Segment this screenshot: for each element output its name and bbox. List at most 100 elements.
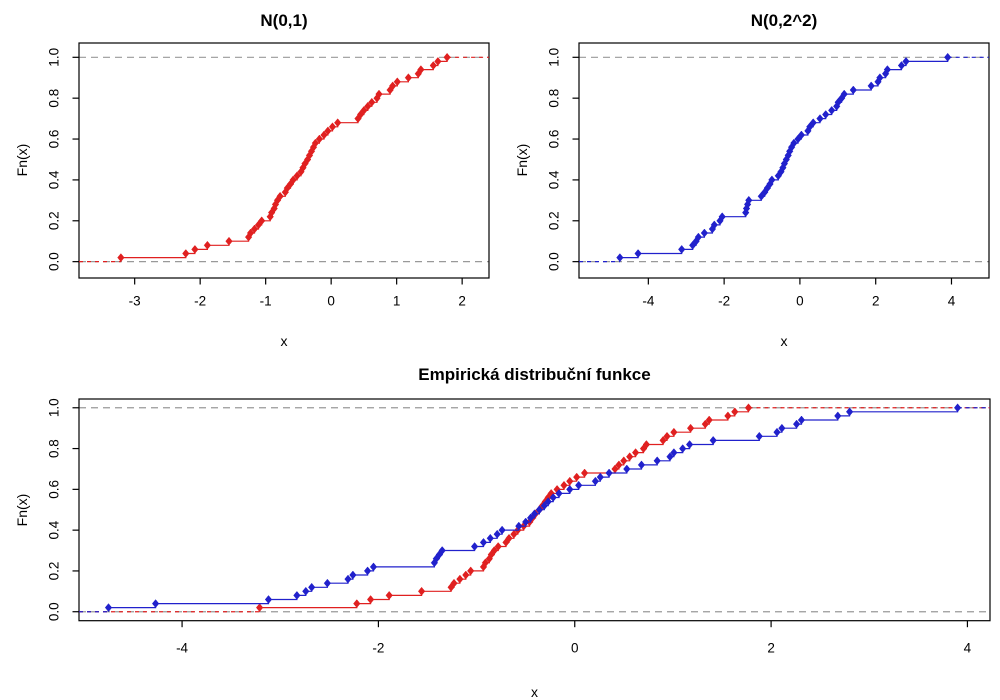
plot-combined-x-axis-label: x	[531, 684, 538, 700]
plot-combined: Empirická distribuční funkce Fn(x) -4 -2 0…	[0, 350, 1000, 700]
y-tick-label: 0.2	[547, 211, 562, 230]
ecdf-point-marker	[867, 81, 875, 91]
ecdf-point-marker	[596, 472, 604, 482]
ecdf-point-marker	[634, 249, 642, 258]
ecdf-point-marker	[768, 175, 776, 185]
ecdf-point-marker	[450, 578, 458, 588]
y-tick-label: 0.6	[47, 480, 62, 499]
ecdf-point-marker	[605, 468, 613, 478]
ecdf-point-marker	[368, 97, 376, 107]
plot-combined-chart-area: -4 -2 0 2 4 0.0 0.2 0.4 0.6 0.8 1.0	[47, 398, 991, 656]
ecdf-point-marker	[315, 134, 324, 144]
ecdf-point-marker	[797, 130, 806, 140]
x-tick-label: -2	[718, 294, 730, 309]
ecdf-point-marker	[742, 208, 750, 217]
ecdf-point-marker	[258, 216, 266, 226]
y-tick-label: 1.0	[47, 48, 62, 67]
ecdf-point-marker	[360, 106, 368, 115]
ecdf-point-marker	[364, 101, 372, 111]
ecdf-step-line	[107, 407, 959, 612]
ecdf-point-marker	[302, 586, 310, 596]
ecdf-point-marker	[522, 517, 530, 527]
plot-n02-chart-area: -4 -2 0 2 4 0.0 0.2 0.4 0.6 0.8 1.0	[547, 42, 990, 309]
ecdf-point-marker	[264, 595, 273, 604]
x-tick-label: 4	[948, 294, 956, 309]
plot-n02-x-axis-label: x	[780, 333, 788, 349]
ecdf-point-marker	[685, 440, 694, 449]
ecdf-point-marker	[255, 603, 264, 612]
ecdf-point-marker	[434, 57, 442, 66]
ecdf-point-marker	[566, 476, 574, 486]
ecdf-point-marker	[710, 220, 718, 230]
ecdf-point-marker	[724, 411, 732, 421]
ecdf-point-marker	[555, 489, 563, 498]
plot-box	[578, 42, 990, 279]
ecdf-point-marker	[626, 452, 634, 462]
y-tick-label: 0.4	[47, 170, 62, 189]
y-tick-label: 0.0	[47, 252, 62, 271]
ecdf-point-marker	[718, 212, 726, 222]
ecdf-point-marker	[566, 485, 574, 494]
y-tick-label: 0.6	[47, 130, 62, 149]
ecdf-point-marker	[404, 73, 413, 83]
ecdf-point-marker	[470, 542, 479, 551]
ecdf-point-marker	[498, 525, 506, 535]
ecdf-point-marker	[544, 497, 552, 506]
plot-n01-chart-area: -3 -2 -1 0 1 2 0.0 0.2 0.4 0.6 0.8 1.0	[47, 42, 490, 309]
ecdf-point-marker	[876, 73, 884, 83]
ecdf-point-marker	[490, 546, 498, 555]
ecdf-point-marker	[637, 460, 646, 470]
plot-n02-title: N(0,2^2)	[750, 11, 818, 30]
x-tick-label: -4	[642, 294, 654, 309]
x-tick-label: -2	[194, 294, 206, 309]
ecdf-point-marker	[349, 570, 357, 580]
ecdf-point-marker	[486, 533, 494, 543]
ecdf-point-marker	[456, 574, 464, 584]
ecdf-point-marker	[505, 533, 513, 543]
x-tick-label: 0	[571, 641, 579, 656]
ecdf-point-marker	[631, 448, 640, 457]
y-tick-label: 0.8	[47, 439, 62, 458]
ecdf-point-marker	[883, 65, 892, 74]
x-tick-label: 0	[796, 294, 804, 309]
ecdf-point-marker	[323, 578, 332, 588]
x-tick-label: -2	[372, 641, 384, 656]
y-tick-label: 0.6	[547, 130, 562, 149]
ecdf-point-marker	[363, 566, 372, 576]
ecdf-point-marker	[653, 456, 661, 466]
ecdf-point-marker	[822, 110, 830, 119]
x-tick-label: 1	[393, 294, 401, 309]
ecdf-point-marker	[778, 423, 786, 433]
ecdf-point-marker	[151, 599, 160, 608]
plot-n01-title: N(0,1)	[260, 11, 308, 30]
y-tick-label: 0.8	[47, 89, 62, 108]
x-tick-label: 2	[767, 641, 775, 656]
ecdf-point-marker	[385, 591, 393, 600]
ecdf-point-marker	[389, 81, 397, 91]
ecdf-point-marker	[670, 448, 678, 457]
ecdf-point-marker	[573, 472, 581, 482]
ecdf-point-marker	[246, 228, 255, 238]
x-tick-label: 2	[458, 294, 466, 309]
ecdf-point-marker	[944, 52, 952, 62]
y-tick-label: 0.0	[547, 252, 562, 271]
ecdf-point-marker	[560, 480, 568, 490]
x-tick-label: 0	[327, 294, 335, 309]
ecdf-point-marker	[328, 122, 337, 132]
ecdf-point-marker	[580, 468, 589, 478]
ecdf-point-marker	[694, 232, 703, 242]
ecdf-step-line	[259, 407, 750, 612]
y-tick-label: 0.8	[547, 89, 562, 108]
ecdf-point-marker	[731, 407, 739, 417]
ecdf-point-marker	[104, 603, 113, 612]
ecdf-point-marker	[666, 452, 674, 462]
ecdf-point-marker	[953, 403, 962, 413]
ecdf-point-marker	[530, 509, 539, 519]
ecdf-point-marker	[276, 191, 284, 201]
ecdf-point-marker	[700, 228, 709, 238]
ecdf-point-marker	[840, 89, 848, 99]
ecdf-point-marker	[591, 476, 600, 486]
ecdf-point-marker	[897, 61, 906, 70]
ecdf-point-marker	[575, 480, 583, 490]
